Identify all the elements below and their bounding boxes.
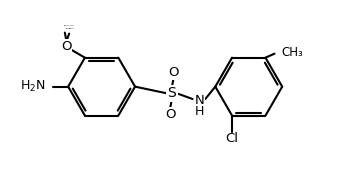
Text: Cl: Cl xyxy=(225,132,239,145)
Text: N: N xyxy=(194,94,204,107)
Text: methoxy: methoxy xyxy=(66,28,72,29)
Text: H$_2$N: H$_2$N xyxy=(20,79,46,94)
Text: methoxy_label: methoxy_label xyxy=(64,24,74,26)
Text: O: O xyxy=(168,66,179,79)
Text: CH₃: CH₃ xyxy=(281,46,303,59)
Text: methoxy: methoxy xyxy=(69,27,75,29)
Text: O: O xyxy=(61,40,72,53)
Text: S: S xyxy=(167,86,176,100)
Text: H: H xyxy=(194,105,204,118)
Text: O: O xyxy=(165,108,176,121)
